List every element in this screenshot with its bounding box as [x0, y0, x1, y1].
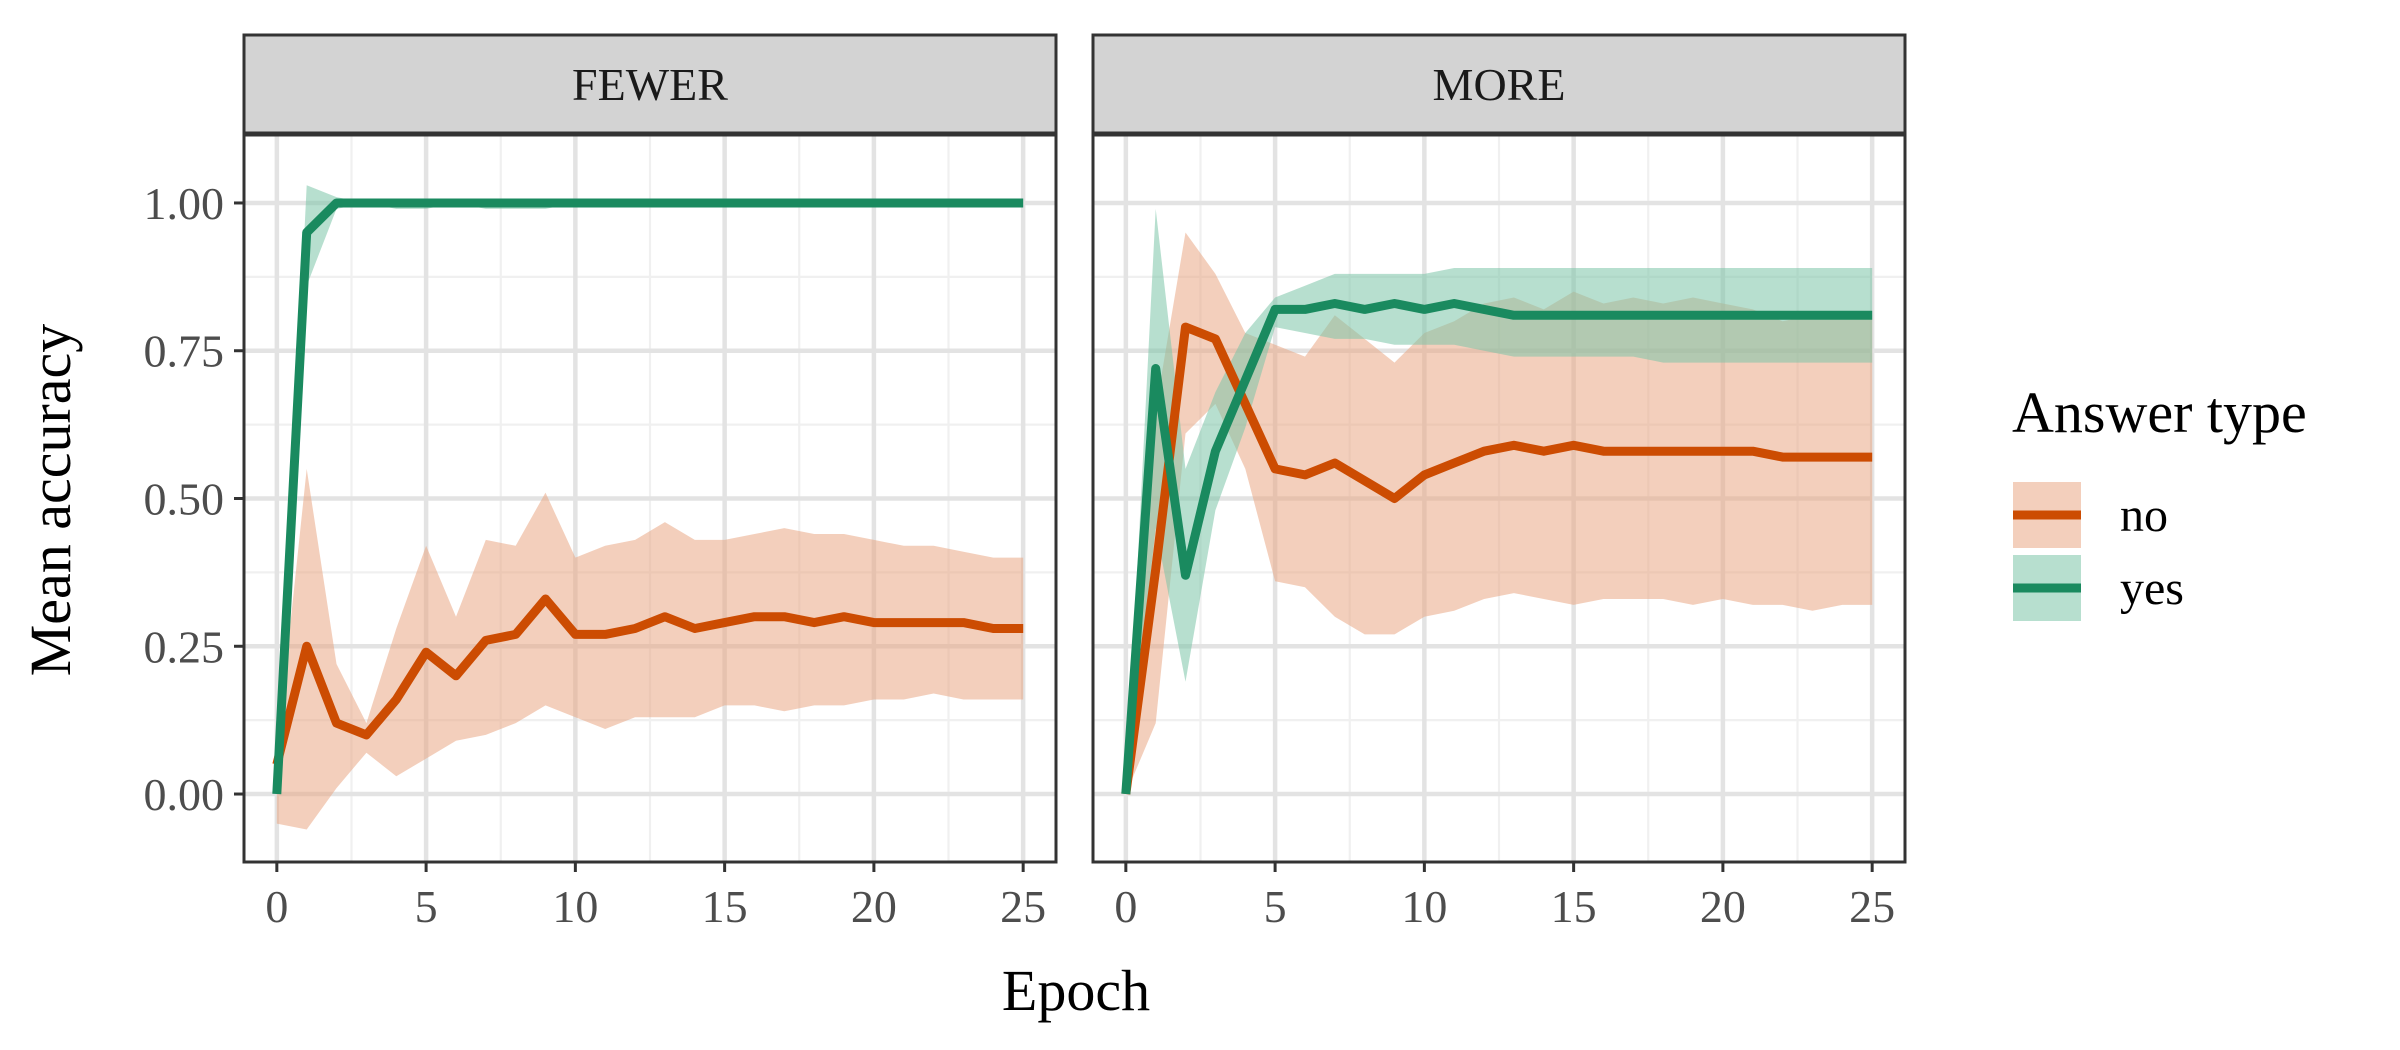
- panel-fewer: FEWER 0 5 10 15 20 25 0.00 0.25 0.50 0.75 1.00: [144, 33, 1058, 932]
- facet-strip-label: FEWER: [572, 59, 728, 110]
- x-tick-label: 15: [1551, 881, 1597, 932]
- facet-strip: [242, 33, 1058, 135]
- y-tick-label: 0.50: [144, 474, 225, 525]
- series-line-no: [272, 594, 1024, 766]
- legend-entry-no: no: [2013, 482, 2168, 548]
- y-tick-label: 0.75: [144, 326, 225, 377]
- series-line-yes: [1121, 299, 1873, 795]
- x-tick-label: 10: [1401, 881, 1447, 932]
- series-line-no: [1121, 322, 1873, 795]
- x-tick-label: 15: [702, 881, 748, 932]
- panel-border: [1091, 133, 1907, 864]
- y-axis-title: Mean accuracy: [18, 324, 83, 677]
- y-tick-label: 1.00: [144, 178, 225, 229]
- legend-entry-yes: yes: [2013, 555, 2184, 621]
- panel-more: MORE 0 5 10 15 20 25: [1091, 33, 1907, 932]
- ci-band-yes: [1125, 208, 1873, 794]
- x-tick-label: 25: [1000, 881, 1046, 932]
- x-axis-title: Epoch: [1002, 958, 1150, 1023]
- legend-label: yes: [2120, 562, 2184, 615]
- x-tick-label: 10: [552, 881, 598, 932]
- x-tick-label: 5: [1264, 881, 1287, 932]
- x-tick-label: 0: [265, 881, 288, 932]
- legend-title: Answer type: [2012, 380, 2307, 445]
- y-tick-label: 0.00: [144, 769, 225, 820]
- facet-strip-label: MORE: [1433, 59, 1566, 110]
- x-tick-label: 20: [851, 881, 897, 932]
- series-line-yes: [272, 198, 1024, 795]
- x-tick-label: 20: [1700, 881, 1746, 932]
- y-tick-label: 0.25: [144, 621, 225, 672]
- facet-strip: [1091, 33, 1907, 135]
- x-tick-label: 0: [1114, 881, 1137, 932]
- ci-band-no: [1125, 232, 1873, 794]
- ci-band-no: [276, 468, 1024, 830]
- legend-label: no: [2120, 489, 2168, 542]
- x-tick-label: 5: [415, 881, 438, 932]
- x-tick-label: 25: [1849, 881, 1895, 932]
- legend: Answer type no yes: [2012, 380, 2307, 621]
